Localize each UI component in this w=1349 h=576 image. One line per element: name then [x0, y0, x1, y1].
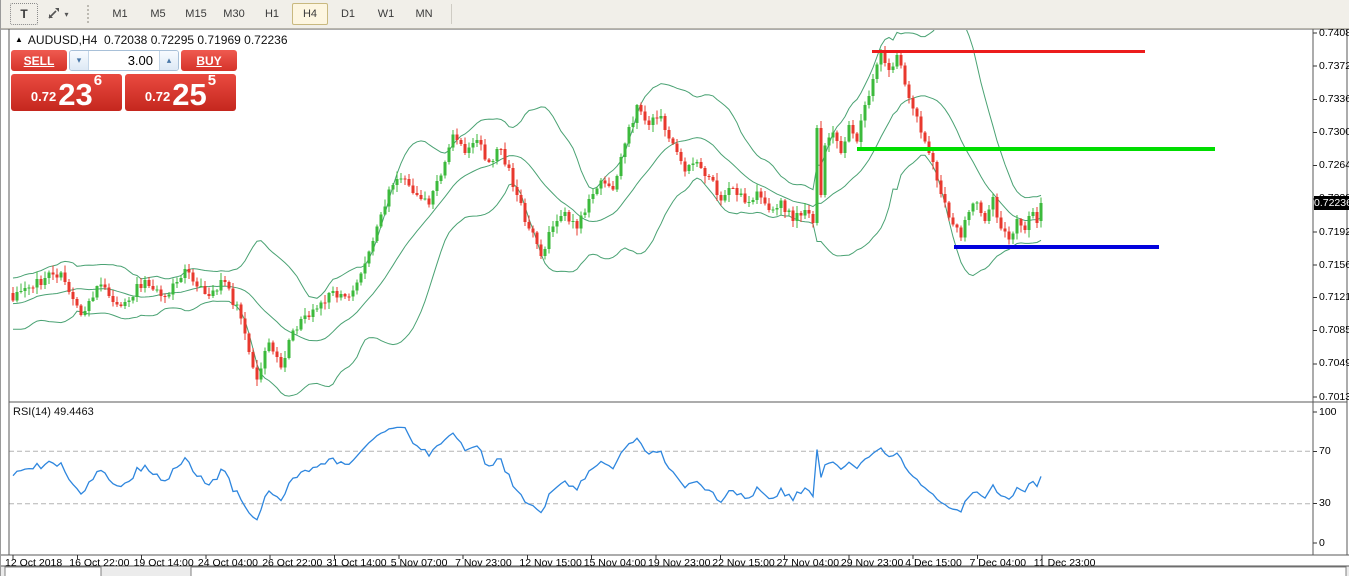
time-axis-label: 7 Dec 04:00	[969, 557, 1027, 569]
bid-prefix: 0.72	[30, 89, 57, 104]
minimized-window-tab[interactable]	[4, 566, 102, 576]
ask-pip-digit: 5	[207, 72, 217, 89]
chevron-down-icon: ▾	[64, 9, 69, 19]
price-tick-label: 0.70130	[1319, 390, 1349, 403]
price-tick-label: 0.71920	[1319, 225, 1349, 238]
volume-stepper: ▾ 3.00 ▴	[69, 50, 179, 71]
price-tick-label: 0.74080	[1319, 26, 1349, 39]
time-axis-label: 29 Nov 23:00	[840, 557, 904, 569]
price-tick-label: 0.71560	[1319, 258, 1349, 271]
rsi-tick-label: 0	[1319, 536, 1325, 549]
time-axis-label: 4 Dec 15:00	[905, 557, 962, 569]
bid-big-digits: 23	[58, 77, 93, 112]
timeframe-button-H1[interactable]: H1	[264, 8, 280, 20]
volume-value[interactable]: 3.00	[127, 53, 153, 68]
rsi-tick-label: 100	[1319, 405, 1337, 418]
one-click-trading-panel: SELL ▾ 3.00 ▴ BUY 0.72 23 6 0.72 25 5	[11, 50, 237, 111]
arrows-tool-dropdown-button[interactable]: ▾	[40, 3, 76, 25]
buy-button[interactable]: BUY	[181, 50, 237, 71]
bid-pip-digit: 6	[93, 72, 103, 89]
ohlc-close: 0.72236	[244, 33, 288, 47]
time-axis-label: 22 Nov 15:00	[712, 557, 775, 569]
time-axis-label: 12 Nov 15:00	[519, 557, 582, 569]
crossed-arrows-icon	[47, 6, 61, 23]
toolbar-grip[interactable]	[87, 5, 93, 23]
price-tick-label: 0.71210	[1319, 290, 1349, 303]
time-axis-label: 7 Nov 23:00	[455, 557, 512, 569]
time-axis-label: 26 Oct 22:00	[262, 557, 323, 569]
time-axis-label: 31 Oct 14:00	[326, 557, 387, 569]
bollinger-middle-band	[12, 95, 1042, 342]
price-tick-label: 0.73360	[1319, 92, 1349, 105]
rsi-tick-label: 70	[1319, 444, 1331, 457]
rsi-tick-label: 30	[1319, 497, 1331, 510]
volume-increase-button[interactable]: ▴	[159, 51, 178, 70]
ohlc-low: 0.71969	[197, 33, 241, 47]
price-tick-label: 0.70490	[1319, 357, 1349, 370]
timeframe-button-M5[interactable]: M5	[150, 8, 166, 20]
time-axis-label: 5 Nov 07:00	[390, 557, 448, 569]
timeframe-button-W1[interactable]: W1	[377, 8, 395, 20]
time-axis-label: 19 Oct 14:00	[133, 557, 194, 569]
time-axis-label: 27 Nov 04:00	[776, 557, 840, 569]
price-tick-label: 0.73720	[1319, 59, 1349, 72]
rsi-indicator-label: RSI(14) 49.4463	[13, 406, 94, 418]
toolbar-separator	[451, 4, 452, 24]
bollinger-lower-band	[12, 154, 1042, 397]
time-axis-label: 19 Nov 23:00	[648, 557, 711, 569]
chart-symbol: AUDUSD,H4	[27, 33, 98, 47]
toolbar: T ▾ M1 M5 M15 M30 H1 H4 D1 W1 MN	[1, 0, 1349, 29]
time-axis-label: 15 Nov 04:00	[583, 557, 647, 569]
timeframe-button-M30[interactable]: M30	[223, 8, 245, 20]
timeframe-button-MN[interactable]: MN	[415, 8, 433, 20]
timeframe-button-H4[interactable]: H4	[292, 3, 328, 25]
timeframe-button-M15[interactable]: M15	[185, 8, 207, 20]
ask-prefix: 0.72	[144, 89, 171, 104]
price-tick-label: 0.73000	[1319, 126, 1349, 139]
minimized-window-tab[interactable]	[190, 566, 1347, 576]
timeframe-button-D1[interactable]: D1	[340, 8, 356, 20]
ask-price-box[interactable]: 0.72 25 5	[125, 72, 236, 112]
ohlc-high: 0.72295	[150, 33, 195, 47]
time-axis-label: 11 Dec 23:00	[1033, 557, 1096, 569]
price-tick-label: 0.72640	[1319, 159, 1349, 172]
current-price-tag: 0.72236	[1314, 196, 1349, 210]
time-axis-label: 16 Oct 22:00	[69, 557, 130, 569]
time-axis-label: 12 Oct 2018	[5, 557, 63, 569]
sell-button[interactable]: SELL	[11, 50, 67, 71]
price-tick-label: 0.70850	[1319, 324, 1349, 337]
ohlc-open: 0.72038	[103, 33, 148, 47]
volume-decrease-button[interactable]: ▾	[70, 51, 89, 70]
bid-price-box[interactable]: 0.72 23 6	[11, 72, 122, 112]
candles-layer	[11, 46, 1043, 387]
tick-direction-icon: ▲	[15, 35, 23, 44]
ask-big-digits: 25	[172, 77, 207, 112]
rsi-line	[12, 426, 1042, 521]
text-tool-button[interactable]: T	[10, 3, 38, 25]
time-axis-label: 24 Oct 04:00	[197, 557, 259, 569]
chart-title: ▲ AUDUSD,H4 0.72038 0.72295 0.71969 0.722…	[15, 33, 288, 47]
timeframe-button-M1[interactable]: M1	[112, 8, 128, 20]
